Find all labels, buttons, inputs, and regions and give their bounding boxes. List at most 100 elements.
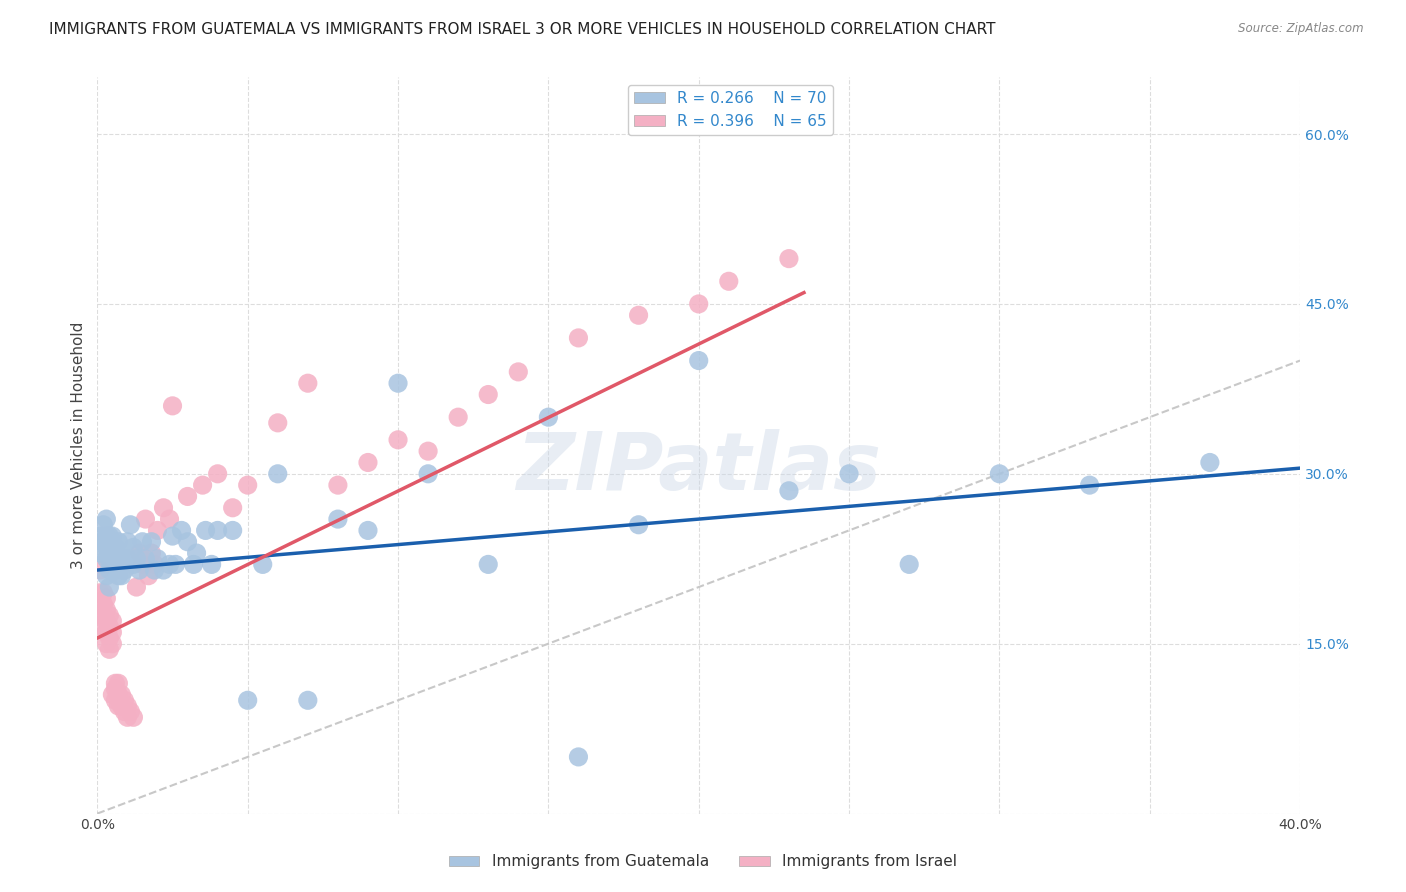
- Point: [107, 688, 129, 702]
- Point: [89, 585, 111, 599]
- Point: [98, 642, 121, 657]
- Text: ZIPatlas: ZIPatlas: [516, 428, 882, 507]
- Point: [128, 563, 150, 577]
- Point: [120, 705, 142, 719]
- Point: [112, 551, 135, 566]
- Point: [357, 524, 380, 538]
- Point: [267, 416, 290, 430]
- Point: [191, 478, 214, 492]
- Point: [387, 433, 409, 447]
- Point: [131, 558, 153, 572]
- Point: [101, 625, 124, 640]
- Point: [107, 676, 129, 690]
- Point: [117, 551, 139, 566]
- Point: [122, 541, 145, 555]
- Point: [101, 637, 124, 651]
- Point: [838, 467, 860, 481]
- Point: [688, 297, 710, 311]
- Point: [165, 558, 187, 572]
- Point: [96, 512, 118, 526]
- Point: [110, 558, 132, 572]
- Point: [186, 546, 208, 560]
- Point: [125, 580, 148, 594]
- Point: [98, 563, 121, 577]
- Point: [297, 376, 319, 391]
- Y-axis label: 3 or more Vehicles in Household: 3 or more Vehicles in Household: [72, 322, 86, 569]
- Point: [98, 541, 121, 555]
- Point: [117, 710, 139, 724]
- Point: [898, 558, 921, 572]
- Point: [117, 698, 139, 713]
- Point: [93, 517, 115, 532]
- Point: [128, 546, 150, 560]
- Point: [96, 637, 118, 651]
- Point: [96, 529, 118, 543]
- Point: [1199, 455, 1222, 469]
- Point: [120, 517, 142, 532]
- Point: [567, 750, 589, 764]
- Point: [107, 534, 129, 549]
- Point: [98, 580, 121, 594]
- Point: [162, 529, 184, 543]
- Point: [104, 551, 127, 566]
- Point: [1078, 478, 1101, 492]
- Point: [326, 478, 349, 492]
- Point: [93, 534, 115, 549]
- Point: [176, 534, 198, 549]
- Point: [159, 512, 181, 526]
- Point: [110, 688, 132, 702]
- Point: [96, 568, 118, 582]
- Point: [107, 698, 129, 713]
- Point: [96, 614, 118, 628]
- Point: [778, 252, 800, 266]
- Point: [159, 558, 181, 572]
- Point: [326, 512, 349, 526]
- Point: [141, 546, 163, 560]
- Point: [101, 614, 124, 628]
- Point: [101, 688, 124, 702]
- Point: [688, 353, 710, 368]
- Point: [101, 529, 124, 543]
- Point: [236, 478, 259, 492]
- Point: [101, 558, 124, 572]
- Point: [101, 541, 124, 555]
- Point: [93, 597, 115, 611]
- Point: [152, 500, 174, 515]
- Point: [143, 563, 166, 577]
- Point: [143, 558, 166, 572]
- Point: [89, 563, 111, 577]
- Point: [96, 551, 118, 566]
- Point: [89, 529, 111, 543]
- Point: [131, 534, 153, 549]
- Point: [96, 625, 118, 640]
- Point: [236, 693, 259, 707]
- Point: [537, 410, 560, 425]
- Point: [477, 387, 499, 401]
- Point: [112, 563, 135, 577]
- Point: [96, 591, 118, 606]
- Point: [416, 444, 439, 458]
- Point: [98, 608, 121, 623]
- Point: [447, 410, 470, 425]
- Point: [221, 500, 243, 515]
- Point: [104, 563, 127, 577]
- Point: [112, 693, 135, 707]
- Point: [98, 529, 121, 543]
- Point: [134, 512, 156, 526]
- Point: [93, 585, 115, 599]
- Point: [93, 608, 115, 623]
- Point: [93, 608, 115, 623]
- Point: [267, 467, 290, 481]
- Point: [207, 524, 229, 538]
- Point: [162, 399, 184, 413]
- Point: [141, 534, 163, 549]
- Point: [122, 710, 145, 724]
- Point: [134, 551, 156, 566]
- Point: [98, 620, 121, 634]
- Point: [89, 546, 111, 560]
- Point: [104, 676, 127, 690]
- Point: [96, 541, 118, 555]
- Point: [194, 524, 217, 538]
- Point: [207, 467, 229, 481]
- Legend: R = 0.266    N = 70, R = 0.396    N = 65: R = 0.266 N = 70, R = 0.396 N = 65: [628, 85, 832, 135]
